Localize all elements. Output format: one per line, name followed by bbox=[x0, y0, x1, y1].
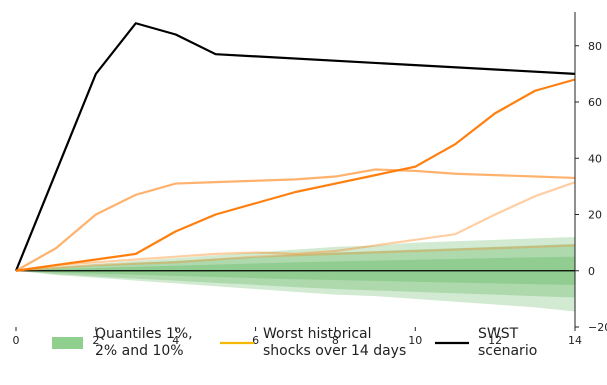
y-tick-label: 60 bbox=[588, 96, 602, 109]
plot-area bbox=[16, 23, 575, 311]
y-tick-label: 80 bbox=[588, 40, 602, 53]
y-tick-label: 20 bbox=[588, 209, 602, 222]
legend-swatch-patch bbox=[52, 337, 83, 349]
legend: Quantiles 1%,2% and 10%Worst historicals… bbox=[52, 326, 537, 359]
x-tick-label: 10 bbox=[408, 334, 422, 347]
legend-label: 2% and 10% bbox=[95, 343, 184, 359]
series-line-1 bbox=[16, 23, 575, 271]
x-tick-label: 14 bbox=[568, 334, 582, 347]
y-tick-label: −20 bbox=[588, 321, 607, 334]
y-tick-label: 40 bbox=[588, 152, 602, 165]
legend-label: shocks over 14 days bbox=[263, 343, 406, 359]
x-tick-label: 0 bbox=[13, 334, 20, 347]
x-tick-label: 6 bbox=[252, 334, 259, 347]
legend-label: SWST bbox=[478, 326, 519, 342]
y-tick-label: 0 bbox=[588, 265, 595, 278]
legend-label: Worst historical bbox=[263, 326, 372, 342]
legend-label: Quantiles 1%, bbox=[95, 326, 193, 342]
legend-label: scenario bbox=[478, 343, 537, 359]
